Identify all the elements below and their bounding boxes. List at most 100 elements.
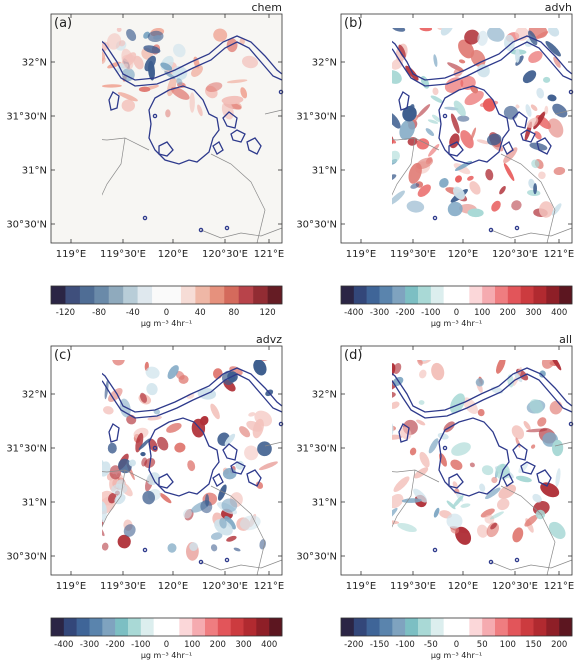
colorbar-swatch xyxy=(140,618,154,636)
colorbar-swatch xyxy=(166,286,182,304)
colorbar-swatch xyxy=(76,618,90,636)
colorbar-swatch xyxy=(180,286,196,304)
colorbar-swatch xyxy=(520,286,534,304)
colorbar-tick-label: 200 xyxy=(551,640,567,650)
colorbar-swatch xyxy=(269,618,283,636)
colorbar-tick-label: -400 xyxy=(344,308,363,318)
colorbar-swatch xyxy=(418,286,432,304)
lat-tick-label: 30°30'N xyxy=(6,220,47,231)
colorbar-tick-label: -100 xyxy=(396,640,415,650)
map-background xyxy=(51,14,282,243)
field-layer xyxy=(392,360,574,576)
field-layer xyxy=(102,28,284,244)
colorbar-swatch xyxy=(51,618,65,636)
lat-tick-label: 31°30'N xyxy=(6,444,47,455)
colorbar-swatch xyxy=(482,618,496,636)
colorbar-tick-label: -80 xyxy=(92,308,106,318)
lon-tick-label: 119°30'E xyxy=(100,581,146,592)
lon-tick-label: 120°E xyxy=(448,581,478,592)
colorbar-swatch xyxy=(230,618,244,636)
lon-tick-label: 119°30'E xyxy=(100,249,146,260)
colorbar-tick-label: 40 xyxy=(195,308,206,318)
colorbar-swatch xyxy=(63,618,77,636)
colorbar-swatch xyxy=(418,618,432,636)
colorbar-tick-label: -300 xyxy=(80,640,99,650)
colorbar-unit: µg m⁻³ 4hr⁻¹ xyxy=(141,319,192,328)
colorbar: -400 -300 -200 -100 0 100 200 300 400 µg m⁻³ 4hr⁻… xyxy=(50,617,283,660)
colorbar: -400 -300 -200 -100 0 100 200 300 400 µg m⁻³ 4hr⁻… xyxy=(340,285,573,328)
colorbar-swatch xyxy=(482,286,496,304)
province-boundaries xyxy=(392,441,573,576)
lat-tick-label: 31°N xyxy=(22,166,47,177)
colorbar-swatch xyxy=(192,618,206,636)
colorbar-swatch xyxy=(108,286,124,304)
colorbar-tick-label: 100 xyxy=(474,308,490,318)
colorbar-swatch xyxy=(123,286,138,304)
colorbar-tick-label: -300 xyxy=(370,308,389,318)
colorbar-swatch xyxy=(217,618,231,636)
colorbar-tick-label: 400 xyxy=(261,640,277,650)
lat-tick-label: 32°N xyxy=(312,58,337,69)
lat-tick-label: 31°30'N xyxy=(296,112,337,123)
colorbar-swatch xyxy=(152,286,167,304)
colorbar-unit: µg m⁻³ 4hr⁻¹ xyxy=(141,651,192,660)
colorbar-swatch xyxy=(238,286,254,304)
colorbar-swatch xyxy=(243,618,257,636)
lon-tick-label: 119°30'E xyxy=(390,249,436,260)
panel-b: 32°N 31°30'N 31°N 30°30'N 119°E 119°30'E 120°E… xyxy=(290,0,580,332)
colorbar-tick-label: 150 xyxy=(525,640,541,650)
colorbar-swatch xyxy=(353,286,367,304)
map-background xyxy=(51,346,282,575)
colorbar-tick-label: 0 xyxy=(164,308,169,318)
lon-tick-label: 120°30'E xyxy=(202,581,248,592)
colorbar-swatch xyxy=(456,286,470,304)
colorbar-tick-label: 0 xyxy=(454,308,459,318)
panel-letter: (d) xyxy=(344,348,362,363)
colorbar-swatch xyxy=(520,618,534,636)
map-frame xyxy=(50,345,283,576)
colorbar-swatch xyxy=(533,618,547,636)
lat-tick-label: 31°N xyxy=(312,166,337,177)
colorbar-tick-label: -50 xyxy=(424,640,438,650)
colorbar-swatch xyxy=(366,286,380,304)
colorbar-swatch xyxy=(559,618,573,636)
colorbar-swatch xyxy=(341,618,355,636)
lat-tick-label: 31°N xyxy=(312,498,337,509)
colorbar-tick-label: -100 xyxy=(421,308,440,318)
province-boundaries xyxy=(102,441,283,576)
colorbar-swatch xyxy=(469,618,483,636)
lat-tick-label: 32°N xyxy=(312,390,337,401)
colorbar-swatch xyxy=(102,618,116,636)
colorbar: -120 -80 -40 0 40 80 120 µg m⁻³ 4hr⁻¹ xyxy=(50,285,283,328)
colorbar-tick-label: 80 xyxy=(228,308,239,318)
lon-tick-label: 120°30'E xyxy=(202,249,248,260)
colorbar-swatch xyxy=(79,286,95,304)
panel-title: all xyxy=(559,333,572,346)
colorbar-tick-label: 100 xyxy=(500,640,516,650)
lat-tick-label: 30°30'N xyxy=(296,552,337,563)
map-svg-b: 32°N 31°30'N 31°N 30°30'N 119°E 119°30'E 120°E… xyxy=(296,1,574,328)
lon-tick-label: 121°E xyxy=(254,581,284,592)
field-layer xyxy=(102,360,284,576)
colorbar-swatch xyxy=(495,286,509,304)
colorbar-swatch xyxy=(341,286,355,304)
map-frame xyxy=(340,345,573,576)
colorbar-swatch xyxy=(267,286,283,304)
colorbar-swatch xyxy=(533,286,547,304)
colorbar-swatch xyxy=(559,286,573,304)
colorbar-swatch xyxy=(392,618,406,636)
colorbar-swatch xyxy=(94,286,110,304)
colorbar-swatch xyxy=(443,618,457,636)
lon-tick-label: 119°E xyxy=(346,581,376,592)
province-boundaries xyxy=(102,109,283,244)
colorbar-tick-label: 300 xyxy=(235,640,251,650)
lat-tick-label: 31°N xyxy=(22,498,47,509)
colorbar-tick-label: 200 xyxy=(500,308,516,318)
colorbar-tick-label: 300 xyxy=(525,308,541,318)
lake-outlines xyxy=(392,367,574,565)
map-svg-a: 32°N 31°30'N 31°N 30°30'N 119°E 119°30'E 120°E… xyxy=(6,1,284,328)
colorbar-swatch xyxy=(153,618,167,636)
panel-letter: (c) xyxy=(54,348,71,363)
lake-outlines xyxy=(102,35,284,233)
lon-tick-label: 120°30'E xyxy=(492,249,538,260)
